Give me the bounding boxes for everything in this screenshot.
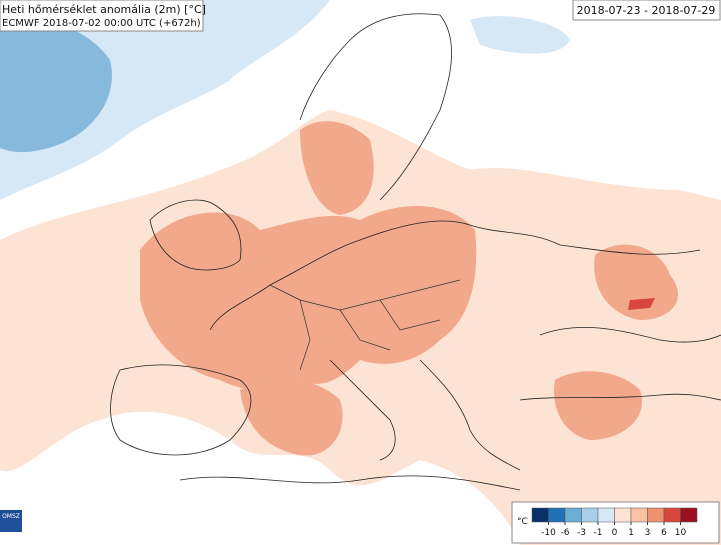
title-frame [0,0,204,32]
legend-swatch [531,507,549,523]
title-box: Heti hőmérséklet anomália (2m) [°C] ECMW… [0,0,206,32]
subtitle: ECMWF 2018-07-02 00:00 UTC (+672h) [2,18,201,29]
legend-swatch [597,507,615,523]
legend-swatch [548,507,566,523]
legend-swatch [614,507,632,523]
legend-tick-label: 0 [612,528,618,538]
country-border [269,279,461,371]
coastline [419,359,521,471]
coastline [110,364,252,456]
warm-anomaly-core [240,379,343,456]
legend-swatch [564,507,582,523]
legend-tick-label: -6 [561,528,570,538]
warm-anomaly-core [554,371,642,440]
period: 2018-07-23 - 2018-07-29 [577,4,716,17]
logo: OMSZ [0,510,22,532]
legend-tick-label: -1 [594,528,603,538]
legend-tick-label: -10 [541,528,556,538]
warm-anomaly-core [300,121,374,215]
legend-swatch [647,507,665,523]
warm-anomaly-peak [628,298,655,310]
legend-tick-label: 3 [645,528,651,538]
legend-tick-label: 10 [675,528,687,538]
coastline [329,359,396,461]
legend-tick-label: 1 [628,528,634,538]
coastline [209,220,701,331]
logo-mark [0,510,22,532]
coastline [539,327,721,343]
warm-anomaly-core [140,206,477,392]
coastline [179,475,521,491]
legend-tick-label: 6 [661,528,667,538]
legend-swatch [663,507,681,523]
coastline [149,199,242,271]
legend-unit: °C [517,517,528,527]
warm-anomaly-core [594,244,679,320]
period-frame [572,0,721,21]
logo-text: OMSZ [2,513,20,520]
legend-swatch [680,507,698,523]
legend-swatch [630,507,648,523]
cold-anomaly-area [470,16,570,54]
legend-tick-label: -3 [577,528,586,538]
coastlines [110,13,721,491]
coastline [299,13,452,201]
legend-swatch [581,507,599,523]
title: Heti hőmérséklet anomália (2m) [°C] [2,3,206,16]
coastline [519,393,721,401]
period-box: 2018-07-23 - 2018-07-29 [572,0,721,21]
legend: °C -10 -6 -3 -1 0 1 3 6 10 [511,501,720,544]
cold-anomaly-core [0,17,112,153]
